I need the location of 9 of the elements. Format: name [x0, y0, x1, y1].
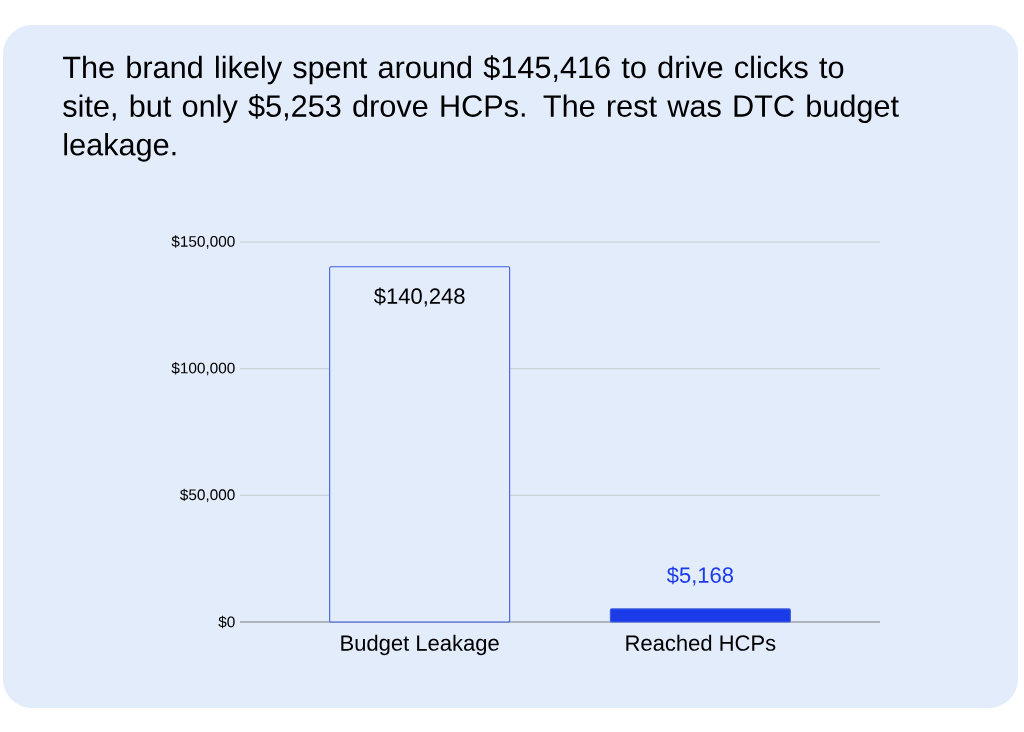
- chart-title: The brand likely spent around $145,416 to drive clicks to site, but only $5,253 drove HCPs. The rest was DTC budget leakage.: [62, 55, 899, 162]
- y-tick-label: $50,000: [180, 488, 235, 502]
- data-label: $5,168: [666, 566, 734, 586]
- y-tick-label: $150,000: [171, 235, 235, 249]
- data-label: $140,248: [374, 287, 465, 307]
- x-tick-label: Reached HCPs: [626, 634, 776, 651]
- y-tick-label: $0: [218, 615, 235, 629]
- x-tick-label: Budget Leakage: [341, 634, 499, 656]
- y-tick-label: $100,000: [171, 362, 235, 376]
